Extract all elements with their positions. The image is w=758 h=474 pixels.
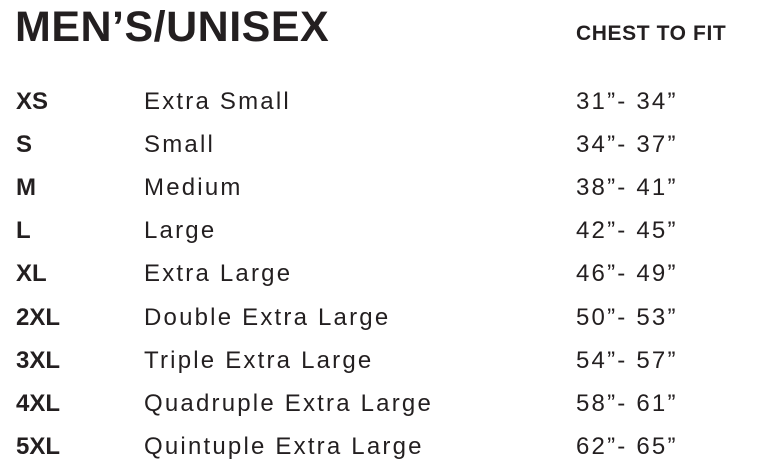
size-name: Small [144, 131, 216, 159]
chest-range: 42”- 45” [576, 217, 678, 245]
chest-range: 46”- 49” [576, 260, 678, 288]
size-name: Quadruple Extra Large [144, 389, 434, 417]
chest-range: 34”- 37” [576, 131, 678, 159]
size-name: Extra Large [144, 260, 293, 288]
size-code: XS [16, 88, 49, 115]
size-code: 3XL [16, 346, 61, 374]
size-code: 2XL [16, 303, 61, 331]
size-code: S [16, 131, 33, 159]
size-row: 3XL Triple Extra Large 54”- 57” [0, 344, 758, 378]
size-name: Double Extra Large [144, 303, 391, 331]
chest-range: 62”- 65” [576, 432, 678, 460]
chart-title: MEN’S/UNISEX [15, 3, 330, 51]
size-row: M Medium 38”- 41” [0, 171, 758, 205]
size-code: M [16, 174, 36, 202]
size-row: XS Extra Small 31”- 34” [0, 85, 758, 119]
chest-range: 54”- 57” [576, 346, 678, 374]
size-name: Extra Small [144, 88, 291, 115]
size-name: Medium [144, 174, 243, 202]
size-row: 5XL Quintuple Extra Large 62”- 65” [0, 430, 758, 464]
size-code: XL [16, 260, 47, 288]
size-row: XL Extra Large 46”- 49” [0, 257, 758, 291]
size-name: Quintuple Extra Large [144, 432, 424, 460]
size-name: Triple Extra Large [144, 346, 374, 374]
size-code: L [16, 217, 31, 245]
chest-range: 58”- 61” [576, 389, 678, 417]
size-name: Large [144, 217, 217, 245]
size-row: 4XL Quadruple Extra Large 58”- 61” [0, 387, 758, 421]
size-row: L Large 42”- 45” [0, 214, 758, 248]
size-code: 4XL [16, 389, 61, 417]
chest-column-header: CHEST TO FIT [576, 22, 727, 45]
chest-range: 50”- 53” [576, 303, 678, 331]
chest-range: 31”- 34” [576, 88, 678, 115]
chest-range: 38”- 41” [576, 174, 678, 202]
size-row: 2XL Double Extra Large 50”- 53” [0, 301, 758, 335]
size-code: 5XL [16, 432, 61, 460]
size-row: S Small 34”- 37” [0, 128, 758, 162]
